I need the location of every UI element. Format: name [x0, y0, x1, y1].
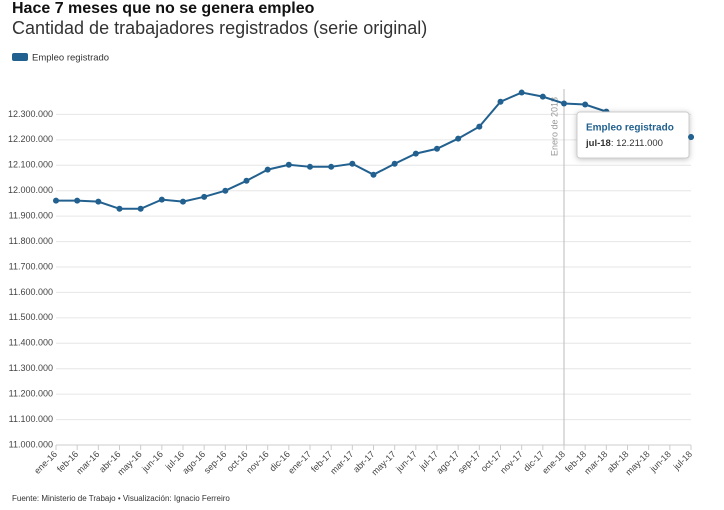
data-point [476, 123, 483, 130]
y-tick-label: 11.600.000 [9, 287, 53, 297]
data-point [455, 135, 462, 142]
data-point [497, 98, 504, 105]
y-tick-label: 11.800.000 [9, 236, 53, 246]
y-tick-label: 11.500.000 [9, 312, 53, 322]
x-tick-label: jun-17 [393, 449, 418, 474]
y-tick-label: 12.100.000 [8, 160, 53, 170]
x-tick-label: mar-18 [582, 449, 609, 476]
x-tick-label: mar-16 [74, 449, 101, 476]
y-tick-label: 12.200.000 [8, 134, 53, 144]
x-tick-label: sep-16 [202, 449, 229, 476]
y-tick-label: 11.300.000 [9, 363, 53, 373]
data-point [307, 163, 313, 170]
chart-title: Hace 7 meses que no se genera empleo [12, 0, 315, 17]
data-point [180, 198, 186, 205]
tooltip-value: jul-18: 12.211.000 [585, 138, 663, 149]
y-tick-label: 11.400.000 [9, 338, 53, 348]
data-point [539, 93, 546, 100]
chart-subtitle: Cantidad de trabajadores registrados (se… [12, 18, 427, 38]
data-point [158, 196, 165, 203]
x-tick-label: ene-17 [286, 449, 313, 476]
data-point [116, 205, 123, 212]
x-tick-label: ene-18 [540, 449, 567, 476]
data-point [285, 161, 292, 168]
tooltip-title: Empleo registrado [586, 123, 674, 134]
legend-swatch [12, 53, 28, 61]
x-tick-label: jul-18 [671, 449, 694, 472]
y-tick-label: 11.200.000 [9, 389, 53, 399]
data-point [434, 145, 440, 152]
data-point [137, 205, 144, 212]
data-point [370, 171, 377, 178]
data-point [53, 197, 59, 204]
data-point [582, 101, 589, 108]
y-tick-label: 11.700.000 [9, 261, 53, 271]
legend-label[interactable]: Empleo registrado [32, 53, 109, 64]
x-tick-label: nov-17 [498, 449, 525, 476]
data-point [561, 100, 567, 107]
source: Fuente: Ministerio de Trabajo • Visualiz… [12, 494, 230, 503]
data-point [518, 89, 525, 96]
x-tick-label: sep-17 [456, 449, 483, 476]
tooltip-category: jul-18 [585, 138, 611, 149]
x-tick-label: nov-16 [244, 449, 271, 476]
data-point [264, 166, 271, 173]
x-tick-label: mar-17 [328, 449, 355, 476]
x-tick-label: jun-16 [139, 449, 164, 474]
data-point [349, 160, 356, 167]
x-tick-label: jun-18 [647, 449, 672, 474]
data-point [74, 197, 81, 204]
data-point [328, 163, 335, 170]
data-point [201, 193, 208, 200]
y-tick-label: 11.100.000 [9, 414, 53, 424]
data-point [391, 160, 398, 167]
tooltip-separator: : [611, 138, 616, 149]
data-point [95, 198, 102, 205]
y-tick-label: 12.300.000 [8, 109, 53, 119]
tooltip: Empleo registrado jul-18: 12.211.000 [576, 111, 690, 159]
tooltip-point [688, 134, 694, 141]
x-tick-label: ene-16 [32, 449, 59, 476]
y-tick-label: 11.900.000 [9, 211, 53, 221]
data-point [412, 150, 419, 157]
data-point [222, 187, 229, 194]
y-tick-label: 12.000.000 [8, 185, 53, 195]
tooltip-value-label: 12.211.000 [616, 138, 663, 149]
annotation-text: Enero de 2018 [549, 97, 559, 156]
y-tick-label: 11.000.000 [9, 439, 53, 449]
tooltip-box [576, 111, 690, 159]
x-tick-label: ago-17 [434, 449, 461, 476]
data-point [243, 177, 250, 184]
x-tick-label: ago-16 [180, 449, 207, 476]
